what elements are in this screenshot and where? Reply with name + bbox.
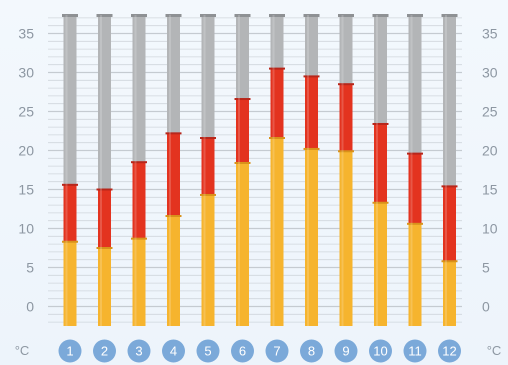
column-cap xyxy=(96,14,113,17)
month-label: 7 xyxy=(273,344,280,359)
bar-high xyxy=(305,76,318,149)
month-label: 4 xyxy=(170,344,177,359)
grid-layer xyxy=(48,17,462,323)
month-label: 3 xyxy=(135,344,142,359)
bar-low xyxy=(63,241,77,326)
month-badge xyxy=(127,339,151,363)
y-tick-label-left: 10 xyxy=(18,221,34,237)
month-label: 5 xyxy=(204,344,211,359)
column-shine xyxy=(65,15,68,326)
column-shine xyxy=(134,15,137,326)
y-tick-label-right: 25 xyxy=(482,104,498,120)
y-tick-label-left: 35 xyxy=(18,26,34,42)
column-cap xyxy=(62,14,78,17)
column-shine xyxy=(272,15,275,326)
bar-high xyxy=(443,186,456,262)
column-shine xyxy=(445,15,447,326)
column-shine xyxy=(203,15,206,326)
month-badge xyxy=(162,339,185,363)
column-cap xyxy=(303,14,320,17)
y-tick-label-right: 35 xyxy=(482,26,498,42)
unit-label-right: °C xyxy=(487,343,502,358)
bars-layer xyxy=(62,14,458,326)
month-badge xyxy=(369,339,392,363)
column-cap xyxy=(269,14,285,17)
y-axis-left: 0 5 10 15 20 25 30 35 xyxy=(18,26,34,315)
y-tick-label-right: 0 xyxy=(482,299,490,315)
bar-low xyxy=(374,202,387,326)
column-shine xyxy=(410,15,413,326)
bar-low xyxy=(339,151,353,326)
column-shine xyxy=(307,15,309,326)
column-cap xyxy=(200,14,216,17)
month-badge xyxy=(334,339,358,363)
column-shine xyxy=(376,15,378,326)
month-badge xyxy=(58,339,82,363)
column-cap xyxy=(234,14,251,17)
month-badge xyxy=(196,339,220,363)
month-label: 2 xyxy=(101,344,108,359)
month-badge xyxy=(438,339,461,363)
column-cap xyxy=(407,14,423,17)
y-tick-label-left: 25 xyxy=(18,104,34,120)
month-badge xyxy=(231,339,254,363)
y-tick-label-right: 5 xyxy=(482,260,490,276)
bar-high xyxy=(132,162,146,239)
y-tick-label-left: 20 xyxy=(18,143,34,159)
bar-low xyxy=(132,238,146,326)
column-cap xyxy=(338,14,354,17)
bar-high xyxy=(270,68,284,139)
bar-high xyxy=(408,153,422,224)
y-tick-label-right: 10 xyxy=(482,221,498,237)
month-labels: 1 2 3 4 5 6 7 8 9 10 11 12 xyxy=(58,339,461,363)
y-tick-label-right: 20 xyxy=(482,143,498,159)
month-label: 12 xyxy=(442,344,456,359)
month-label: 9 xyxy=(342,344,349,359)
y-tick-label-right: 30 xyxy=(482,65,498,81)
unit-label-left: °C xyxy=(15,343,30,358)
bar-low xyxy=(443,261,456,326)
column-cap xyxy=(131,14,147,17)
month-badge xyxy=(300,339,323,363)
bar-high xyxy=(63,184,77,242)
column-cap xyxy=(441,14,458,17)
bar-high xyxy=(236,99,249,163)
month-label: 11 xyxy=(408,344,422,359)
y-tick-label-left: 5 xyxy=(26,260,34,276)
month-badge xyxy=(265,339,289,363)
column-shine xyxy=(341,15,344,326)
y-axis-right: 0 5 10 15 20 25 30 35 xyxy=(482,26,498,315)
y-tick-label-left: 15 xyxy=(18,182,34,198)
bar-low xyxy=(236,162,249,326)
bar-high xyxy=(201,138,215,195)
y-tick-label-right: 15 xyxy=(482,182,498,198)
bar-low xyxy=(167,216,180,326)
column-cap xyxy=(165,14,182,17)
column-cap xyxy=(372,14,389,17)
month-label: 8 xyxy=(308,344,315,359)
bar-high xyxy=(374,123,387,203)
bar-low xyxy=(201,194,215,326)
column-shine xyxy=(238,15,240,326)
month-label: 1 xyxy=(66,344,73,359)
bar-low xyxy=(98,248,111,326)
column-shine xyxy=(169,15,171,326)
y-tick-label-left: 30 xyxy=(18,65,34,81)
month-badge xyxy=(93,339,116,363)
bar-high xyxy=(339,84,353,152)
month-badge xyxy=(403,339,427,363)
month-label: 10 xyxy=(373,344,387,359)
bar-low xyxy=(270,138,284,326)
bar-high xyxy=(98,189,111,248)
bar-low xyxy=(408,223,422,326)
bar-low xyxy=(305,148,318,326)
bar-high xyxy=(167,133,180,217)
month-label: 6 xyxy=(239,344,246,359)
column-shine xyxy=(100,15,102,326)
y-tick-label-left: 0 xyxy=(26,299,34,315)
